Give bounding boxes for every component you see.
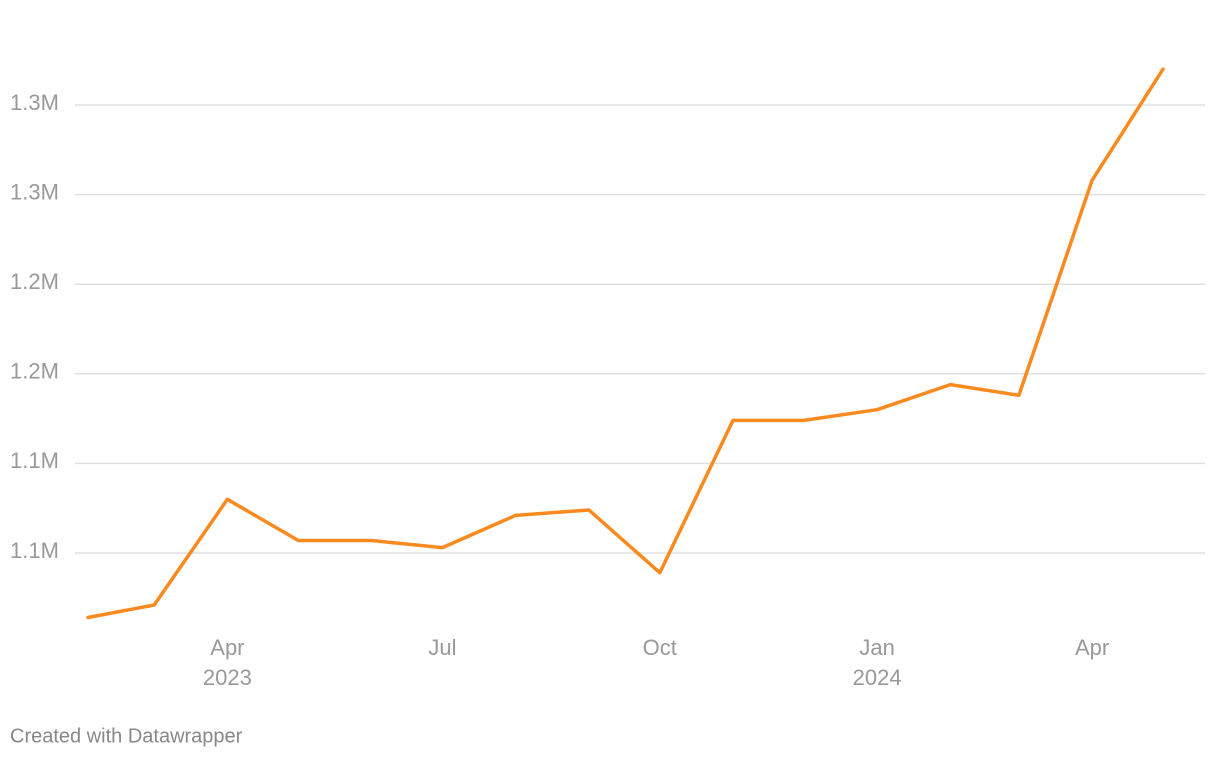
- x-tick-label: Jul: [428, 635, 456, 660]
- y-tick-label: 1.1M: [10, 448, 59, 473]
- y-tick-label: 1.3M: [10, 179, 59, 204]
- y-tick-label: 1.3M: [10, 90, 59, 115]
- line: [86, 67, 1165, 620]
- x-tick-label: Apr: [210, 635, 244, 660]
- y-tick-label: 1.2M: [10, 269, 59, 294]
- x-tick-year: 2023: [203, 665, 252, 690]
- footer: Created with Datawrapper: [10, 725, 243, 747]
- y-tick-label: 1.2M: [10, 359, 59, 384]
- x-tick-label: Jan: [859, 635, 894, 660]
- x-tick-year: 2024: [853, 665, 902, 690]
- x-tick-label: Oct: [643, 635, 677, 660]
- x-tick-label: Apr: [1075, 635, 1109, 660]
- y-tick-label: 1.1M: [10, 538, 59, 563]
